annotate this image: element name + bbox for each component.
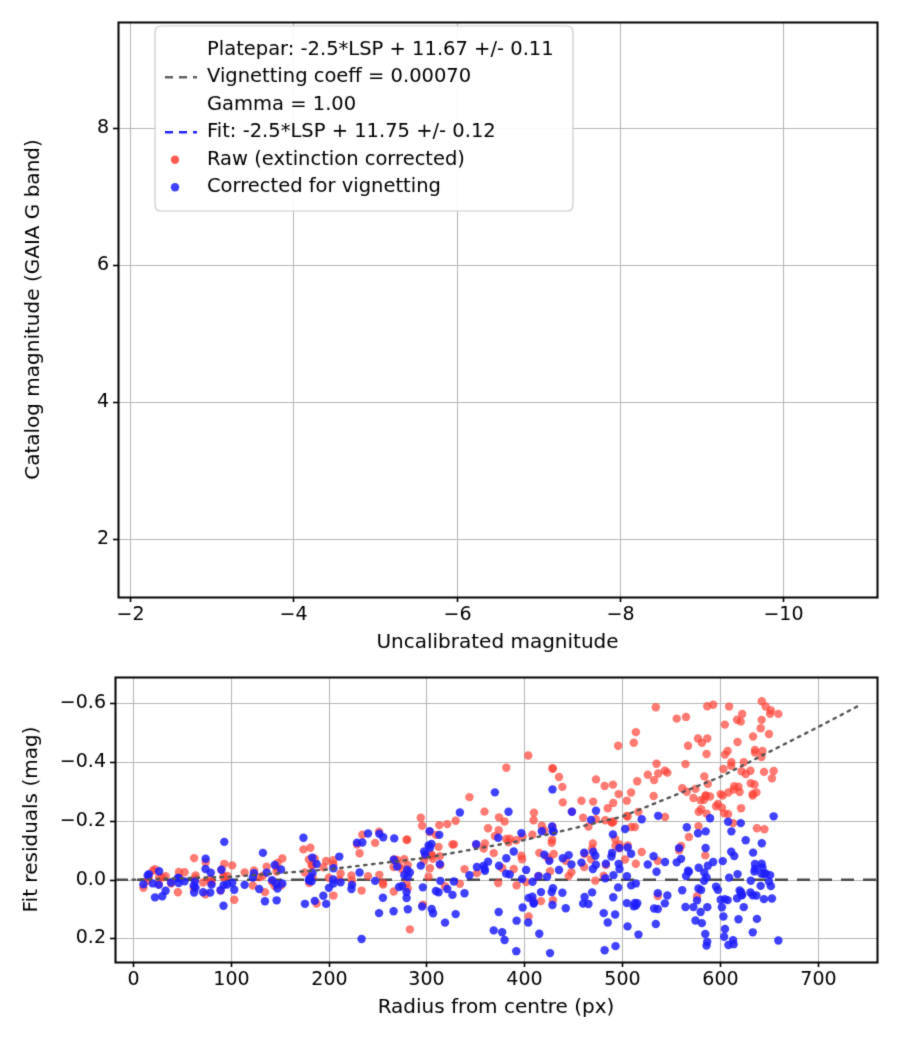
photometry-figure: Uncalibrated magnitude Catalog magnitude… [0,0,900,1050]
photometry-calibration-canvas [0,0,900,1050]
